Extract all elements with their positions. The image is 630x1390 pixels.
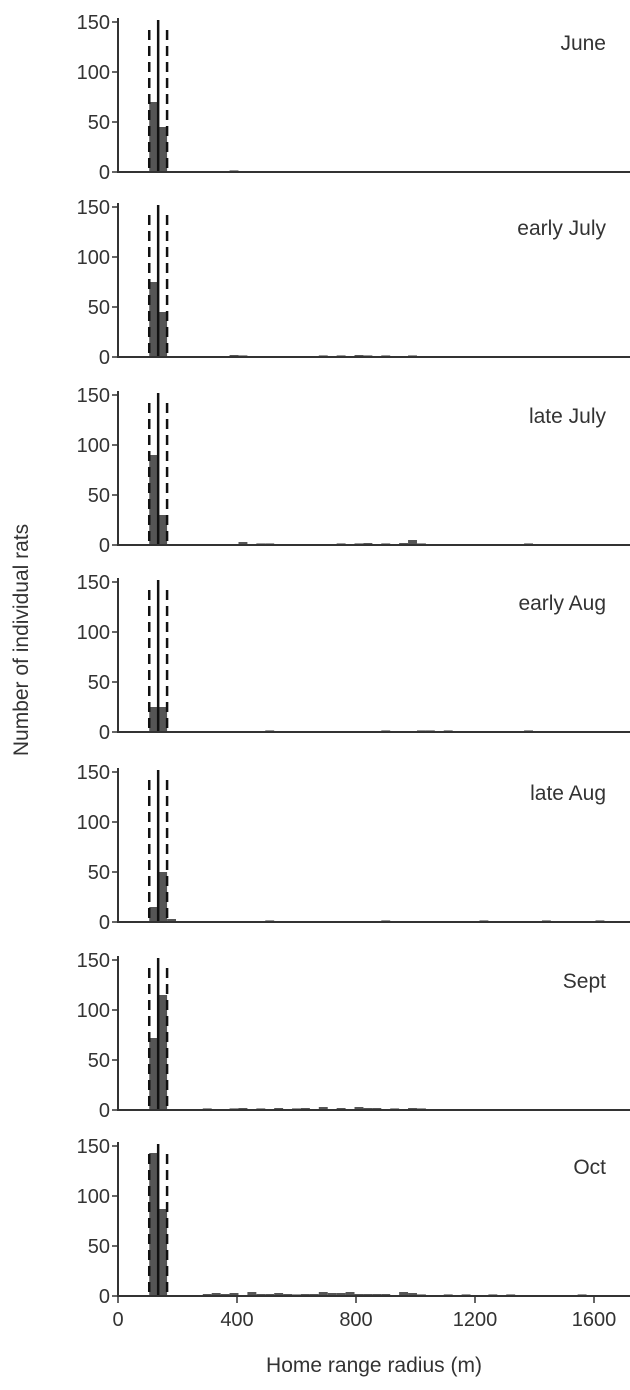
x-tick-label: 1200 [453, 1309, 498, 1331]
histogram-bar [408, 1293, 417, 1296]
y-tick-label: 50 [88, 485, 110, 507]
histogram-bar [318, 1292, 328, 1296]
y-tick-label: 100 [77, 812, 110, 834]
histogram-bar [149, 1153, 159, 1296]
histogram-bar [158, 312, 168, 357]
histogram-bar [167, 919, 177, 922]
panels-layer: 0 50 100 150 June 0 50 100 150 early July 0 50 100 15… [77, 12, 630, 1308]
histogram-bar [158, 995, 168, 1110]
histogram-bar [238, 542, 248, 545]
panel-label: June [560, 32, 606, 55]
panel-3: 0 50 100 150 early Aug [77, 572, 630, 744]
y-tick-label: 100 [77, 435, 110, 457]
histogram-bar [336, 1293, 346, 1296]
x-tick-label: 400 [220, 1309, 253, 1331]
x-axis: 0 400 800 1200 1600 [112, 1296, 616, 1331]
y-tick-label: 0 [99, 1286, 110, 1308]
panel-5: 0 50 100 150 Sept [77, 950, 630, 1122]
y-tick-label: 150 [77, 950, 110, 972]
histogram-bar [149, 455, 159, 545]
y-tick-label: 0 [99, 1100, 110, 1122]
y-tick-label: 0 [99, 722, 110, 744]
y-tick-label: 50 [88, 862, 110, 884]
histogram-bar [318, 1107, 328, 1110]
y-tick-label: 50 [88, 1236, 110, 1258]
histogram-bar [149, 1038, 159, 1110]
histogram-bar [158, 707, 168, 732]
panel-1: 0 50 100 150 early July [77, 197, 630, 369]
panel-2: 0 50 100 150 late July [77, 385, 630, 557]
y-tick-label: 150 [77, 12, 110, 34]
y-tick-label: 150 [77, 1136, 110, 1158]
panel-6: 0 50 100 150 Oct [77, 1136, 630, 1308]
histogram-bar [158, 515, 168, 545]
panel-label: late Aug [530, 782, 606, 805]
y-tick-label: 0 [99, 535, 110, 557]
histogram-bar [345, 1292, 355, 1296]
histogram-bar [158, 127, 168, 172]
x-tick-label: 1600 [572, 1309, 617, 1331]
histogram-bar [211, 1293, 221, 1296]
y-tick-label: 150 [77, 385, 110, 407]
histogram-bar [158, 872, 168, 922]
panel-label: Oct [573, 1156, 606, 1179]
histogram-bar [399, 1292, 409, 1296]
histogram-bar [149, 707, 159, 732]
histogram-bar [354, 1107, 364, 1110]
y-tick-label: 0 [99, 912, 110, 934]
histogram-bar [158, 1209, 168, 1296]
y-tick-label: 0 [99, 162, 110, 184]
y-tick-label: 50 [88, 1050, 110, 1072]
y-tick-label: 50 [88, 297, 110, 319]
y-tick-label: 100 [77, 622, 110, 644]
histogram-bar [247, 1292, 257, 1296]
histogram-bar [149, 907, 159, 922]
y-tick-label: 0 [99, 347, 110, 369]
histogram-bar [229, 1293, 239, 1296]
y-tick-label: 50 [88, 672, 110, 694]
y-tick-label: 150 [77, 572, 110, 594]
panel-label: early July [517, 217, 606, 240]
y-tick-label: 100 [77, 247, 110, 269]
histogram-bar [149, 282, 159, 357]
panel-4: 0 50 100 150 late Aug [77, 762, 630, 934]
x-tick-label: 800 [339, 1309, 372, 1331]
panel-0: 0 50 100 150 June [77, 12, 630, 184]
x-axis-title: Home range radius (m) [266, 1354, 482, 1377]
histogram-bar [327, 1293, 337, 1296]
y-tick-label: 150 [77, 197, 110, 219]
histogram-bar [408, 540, 417, 545]
y-axis-title: Number of individual rats [10, 524, 33, 756]
panel-label: late July [529, 405, 607, 428]
y-tick-label: 100 [77, 62, 110, 84]
y-tick-label: 50 [88, 112, 110, 134]
y-tick-label: 100 [77, 1186, 110, 1208]
y-tick-label: 100 [77, 1000, 110, 1022]
histogram-bar [149, 102, 159, 172]
panel-label: early Aug [518, 592, 606, 615]
histogram-bar [274, 1293, 284, 1296]
y-tick-label: 150 [77, 762, 110, 784]
panel-label: Sept [563, 970, 606, 993]
x-tick-label: 0 [112, 1309, 123, 1331]
